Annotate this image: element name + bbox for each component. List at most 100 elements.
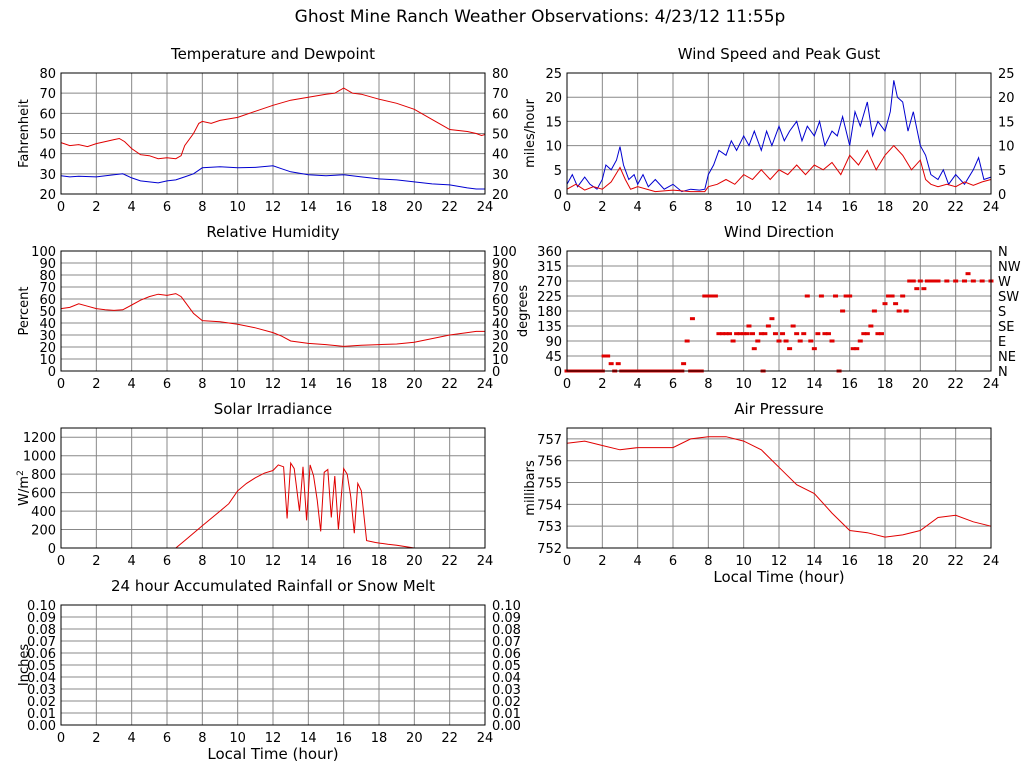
humidity-series-0-line	[60, 293, 485, 347]
x-tick-label: 6	[163, 554, 171, 569]
x-tick-label: 12	[771, 554, 788, 569]
y-tick-label-right: 0.03	[492, 683, 521, 698]
plot-frame	[566, 427, 992, 549]
wind-direction-point	[840, 309, 846, 313]
y-tick-label-right: 40	[492, 148, 509, 163]
x-tick-label: 10	[229, 377, 246, 392]
y-tick-label: 60	[39, 107, 56, 122]
wind-direction-point	[601, 354, 607, 358]
temperature-series-1-line	[60, 165, 485, 190]
wind-direction-point	[815, 332, 821, 336]
y-tick-label: 0.09	[27, 611, 56, 626]
y-axis-label: Percent	[17, 287, 32, 336]
x-tick-label: 14	[300, 200, 317, 215]
y-axis-label: W/m2	[16, 470, 32, 506]
y-tick-label-right: 80	[492, 269, 509, 284]
wind-direction-point	[900, 294, 906, 298]
y-tick-label: 0.00	[27, 719, 56, 734]
y-tick-label-right: 0.08	[492, 623, 521, 638]
y-tick-label-right: 90	[492, 257, 509, 272]
wind-direction-point	[750, 332, 755, 336]
x-axis-label: Local Time (hour)	[207, 745, 338, 763]
y-tick-label-right: 70	[492, 281, 509, 296]
x-tick-label: 14	[806, 554, 823, 569]
x-tick-label: 20	[406, 377, 423, 392]
y-tick-label-right: 20	[998, 91, 1015, 106]
x-tick-label: 2	[92, 377, 100, 392]
y-tick-label: 0	[48, 365, 56, 380]
y-tick-label-right: 0.10	[492, 599, 521, 614]
x-tick-label: 12	[265, 377, 282, 392]
y-tick-label-right: 40	[492, 317, 509, 332]
y-tick-label: 50	[39, 305, 56, 320]
x-tick-label: 8	[198, 200, 206, 215]
x-tick-label: 24	[983, 200, 1000, 215]
x-tick-label: 16	[335, 731, 352, 746]
y-tick-label-right: 60	[492, 293, 509, 308]
compass-label: S	[998, 305, 1006, 320]
x-tick-label: 10	[229, 554, 246, 569]
x-tick-label: 8	[198, 554, 206, 569]
compass-label: W	[998, 275, 1011, 290]
wind-direction-point	[843, 294, 849, 298]
x-tick-label: 22	[441, 731, 458, 746]
y-tick-label: 180	[537, 305, 562, 320]
wind-direction-point	[825, 332, 831, 336]
x-tick-label: 6	[163, 377, 171, 392]
x-tick-label: 10	[229, 200, 246, 215]
y-tick-label: 10	[545, 140, 562, 155]
wind-direction-point	[705, 294, 711, 298]
wind-direction-point	[833, 294, 839, 298]
x-tick-label: 24	[477, 200, 494, 215]
x-tick-label: 24	[477, 554, 494, 569]
y-tick-label: 752	[537, 542, 562, 557]
y-tick-label: 0.07	[27, 635, 56, 650]
y-tick-label: 15	[545, 115, 562, 130]
x-tick-label: 2	[598, 200, 606, 215]
x-tick-label: 16	[335, 200, 352, 215]
wind-direction-point	[615, 362, 621, 366]
chart-title: Wind Speed and Peak Gust	[678, 45, 881, 63]
y-tick-label-right: 0.05	[492, 659, 521, 674]
wind-direction-point	[944, 279, 950, 283]
wind-direction-point	[758, 332, 764, 336]
x-tick-label: 8	[704, 377, 712, 392]
y-tick-label: 40	[39, 317, 56, 332]
x-tick-label: 24	[983, 377, 1000, 392]
y-tick-label: 0.03	[27, 683, 56, 698]
y-tick-label-right: 15	[998, 115, 1015, 130]
wind-direction-point	[914, 287, 920, 291]
x-tick-label: 0	[57, 200, 65, 215]
chart-title: Relative Humidity	[206, 223, 339, 241]
y-axis-label: degrees	[516, 285, 531, 338]
wind-direction-point	[608, 362, 614, 366]
plot-frame	[60, 604, 486, 726]
x-tick-label: 2	[92, 554, 100, 569]
wind-direction-point	[935, 279, 941, 283]
wind-direction-point	[727, 332, 733, 336]
wind-direction-point	[850, 347, 856, 351]
wind-direction-point	[712, 294, 718, 298]
wind-direction-point	[931, 279, 937, 283]
wind-direction-point	[808, 339, 814, 343]
y-tick-label-right: 0.02	[492, 695, 521, 710]
wind-direction-point	[689, 317, 695, 321]
y-tick-label-right: 25	[998, 67, 1015, 82]
wind-direction-point	[965, 272, 971, 276]
wind-direction-point	[744, 332, 750, 336]
y-tick-label: 45	[545, 350, 562, 365]
y-tick-label: 755	[537, 477, 562, 492]
x-tick-label: 18	[371, 377, 388, 392]
y-tick-label: 20	[39, 188, 56, 203]
x-tick-label: 24	[477, 731, 494, 746]
y-tick-label-right: 20	[492, 188, 509, 203]
wind-direction-point	[730, 339, 736, 343]
temperature-series-0-line	[60, 87, 486, 160]
x-tick-label: 6	[669, 200, 677, 215]
y-tick-label: 70	[39, 87, 56, 102]
x-tick-label: 4	[634, 377, 642, 392]
wind-direction-point	[811, 347, 817, 351]
